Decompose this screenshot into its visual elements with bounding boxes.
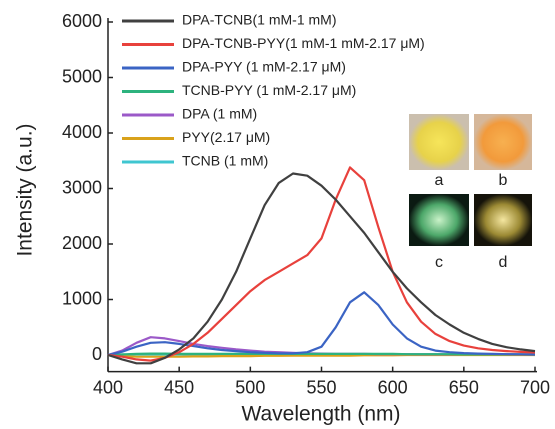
- y-tick-label: 4000: [62, 122, 102, 142]
- y-tick-label: 1000: [62, 288, 102, 308]
- x-tick-label: 500: [235, 377, 265, 397]
- legend-label: DPA (1 mM): [182, 106, 257, 122]
- legend-label: TCNB-PYY (1 mM-2.17 μM): [182, 82, 356, 98]
- y-tick-label: 6000: [62, 11, 102, 31]
- photo-b: [474, 114, 532, 170]
- legend-label: DPA-PYY (1 mM-2.17 μM): [182, 59, 346, 75]
- legend-label: DPA-TCNB(1 mM-1 mM): [182, 12, 337, 28]
- inset-label: a: [435, 172, 444, 189]
- legend-label: DPA-TCNB-PYY(1 mM-1 mM-2.17 μM): [182, 35, 425, 51]
- x-tick-label: 600: [378, 377, 408, 397]
- legend-label: PYY(2.17 μM): [182, 129, 270, 145]
- y-tick-label: 5000: [62, 66, 102, 86]
- inset: [409, 114, 532, 246]
- series-line: [107, 352, 535, 357]
- x-tick-label: 450: [164, 377, 194, 397]
- y-tick-label: 3000: [62, 177, 102, 197]
- y-tick-label: 2000: [62, 233, 102, 253]
- inset-label: b: [499, 172, 508, 189]
- inset-label: c: [435, 254, 443, 271]
- y-axis-label: Intensity (a.u.): [14, 123, 37, 256]
- series-line: [107, 291, 536, 357]
- x-tick-label: 550: [306, 377, 336, 397]
- x-tick-label: 700: [520, 377, 550, 397]
- x-tick-label: 650: [449, 377, 479, 397]
- photo-d: [474, 194, 532, 246]
- x-axis-label: Wavelength (nm): [241, 403, 400, 426]
- x-tick-label: 400: [93, 377, 123, 397]
- photo-c: [409, 194, 469, 246]
- y-tick-label: 0: [92, 344, 102, 364]
- series-line: [107, 172, 536, 365]
- inset-label: d: [499, 254, 508, 271]
- photo-a: [409, 114, 469, 170]
- series-line: [107, 166, 536, 362]
- legend-label: TCNB (1 mM): [182, 153, 268, 169]
